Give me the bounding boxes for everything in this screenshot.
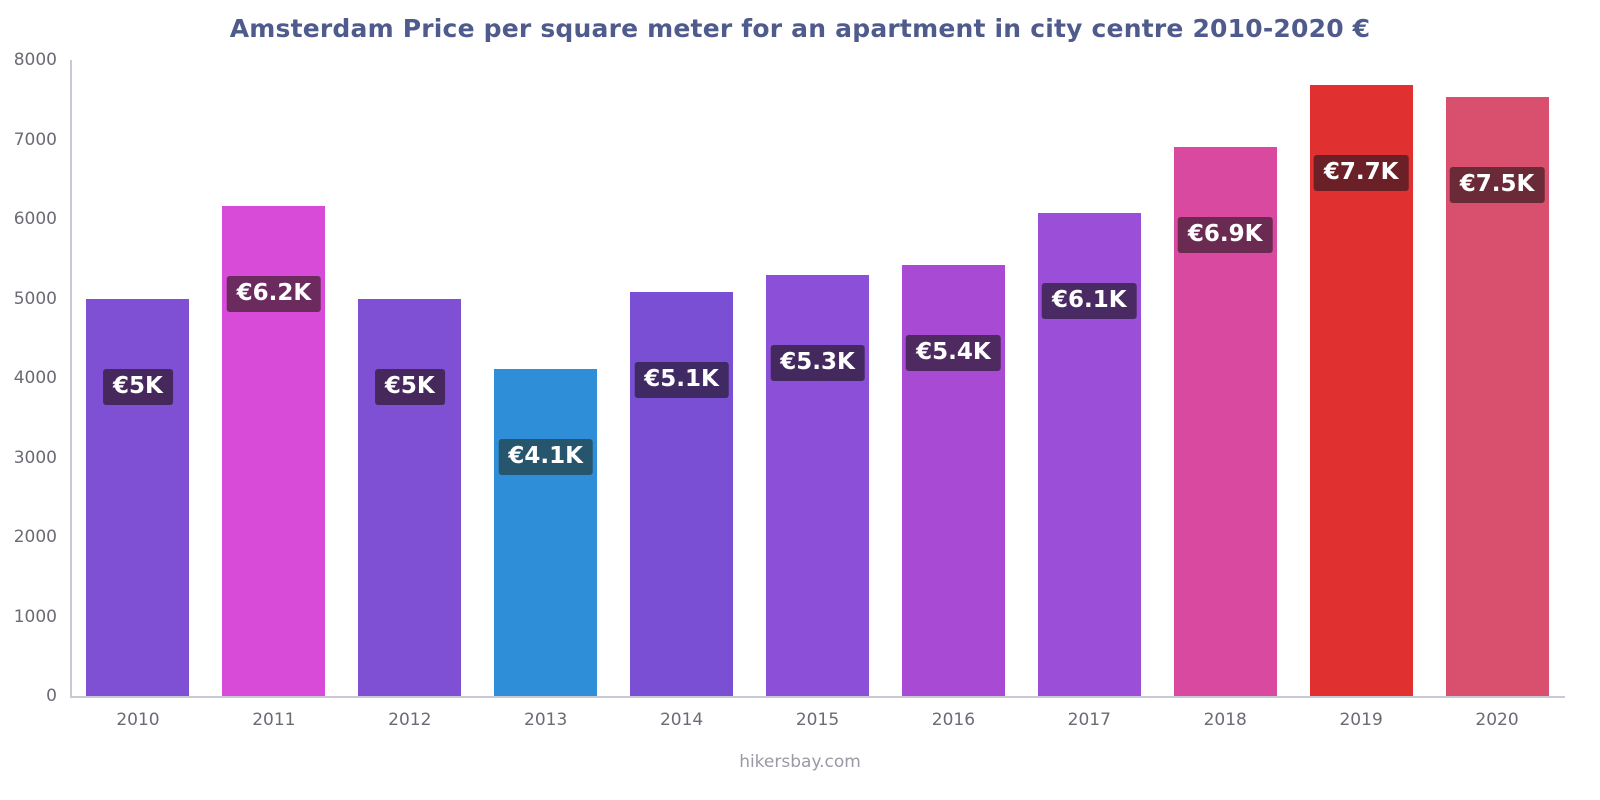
bar-value-label: €6.2K [226,276,322,313]
x-tick-label: 2012 [388,710,432,730]
bar-value-label: €5.3K [770,344,865,381]
x-tick-label: 2015 [795,710,840,730]
chart-title: Amsterdam Price per square meter for an … [229,14,1371,43]
y-tick-label: 2000 [13,527,57,547]
bar-value-label: €5.1K [634,362,729,399]
bar[interactable] [766,274,869,696]
bar-value-label: €7.7K [1313,154,1409,191]
y-tick-label: 5000 [13,288,57,309]
bar-value-label: €5K [374,368,445,405]
bar-value-label: €7.5K [1449,167,1545,204]
watermark: hikersbay.com [739,752,861,772]
x-tick-label: 2019 [1339,710,1383,730]
y-tick-label: 8000 [13,50,57,70]
y-tick-label: 3000 [13,447,57,468]
bar[interactable] [86,298,190,696]
bar[interactable] [630,292,734,696]
x-axis-line [70,696,1565,698]
bar-value-label: €5K [103,368,173,405]
y-tick-label: 6000 [13,209,57,229]
x-tick-label: 2011 [252,710,296,730]
bar[interactable] [358,298,462,696]
x-tick-label: 2013 [524,710,568,730]
x-tick-label: 2016 [931,710,976,730]
bar-value-label: €4.1K [498,439,593,476]
x-tick-label: 2014 [659,710,704,730]
y-tick-label: 1000 [13,606,57,627]
x-tick-label: 2017 [1067,710,1111,730]
bar-value-label: €5.4K [906,335,1001,372]
bar[interactable] [901,265,1005,696]
plot-area: 0 1000 2000 3000 4000 5000 6000 7000 8000 2010 20… [14,50,1565,730]
y-tick-label: 7000 [13,129,57,150]
bar-value-label: €6.9K [1177,217,1273,254]
x-tick-label: 2010 [116,710,160,730]
y-tick-label: 4000 [13,368,57,388]
x-tick-label: 2020 [1475,710,1519,730]
y-axis-line [70,60,72,698]
bar-value-label: €6.1K [1042,283,1137,320]
x-tick-label: 2018 [1203,710,1247,730]
bar[interactable] [494,369,598,696]
y-tick-label: 0 [46,686,57,706]
